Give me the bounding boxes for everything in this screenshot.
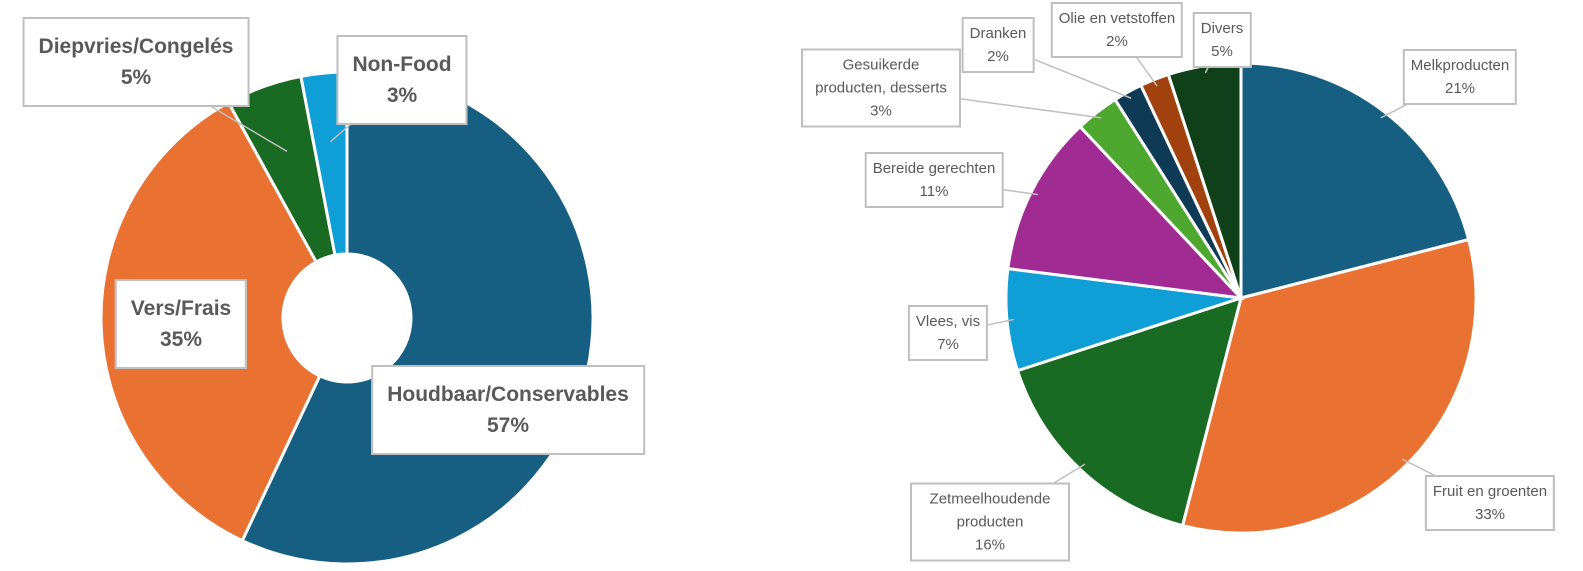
data-label: Non-Food 3% [336, 35, 468, 125]
label-value: 2% [1106, 33, 1128, 50]
data-label: Vers/Frais 35% [114, 279, 248, 369]
label-name: Divers [1200, 20, 1244, 37]
data-label: Divers 5% [1192, 12, 1252, 68]
data-label: Dranken 2% [961, 17, 1035, 73]
slice [1239, 61, 1471, 300]
data-label: Bereide gerechten 11% [864, 152, 1004, 208]
label-name: Olie en vetstoffen [1058, 10, 1176, 27]
label-value: 2% [987, 48, 1009, 65]
label-value: 11% [919, 183, 949, 200]
label-value: 35% [159, 328, 203, 351]
label-value: 16% [974, 536, 1006, 554]
slice [1015, 295, 1244, 528]
data-label: Zetmeelhoudende producten 16% [910, 482, 1070, 562]
label-value: 57% [486, 414, 530, 437]
data-label: Diepvries/Congelés 5% [22, 17, 250, 107]
label-name: Vers/Frais [130, 297, 232, 320]
data-label: Houdbaar/Conservables 57% [371, 365, 645, 455]
label-value: 5% [1211, 43, 1233, 60]
slice [1004, 266, 1242, 373]
label-value: 33% [1474, 506, 1506, 523]
label-name: Zetmeelhoudende producten [929, 490, 1051, 531]
data-label: Olie en vetstoffen 2% [1050, 2, 1184, 58]
label-value: 3% [386, 84, 418, 107]
slice [1006, 124, 1245, 301]
label-value: 5% [120, 66, 152, 89]
label-value: 3% [870, 102, 892, 120]
label-name: Houdbaar/Conservables [387, 383, 629, 406]
data-label: Gesuikerde producten, desserts 3% [801, 48, 961, 128]
label-name: Fruit en groenten [1432, 483, 1548, 500]
label-name: Bereide gerechten [872, 160, 996, 177]
label-name: Diepvries/Congelés [38, 35, 234, 58]
label-name: Vlees, vis [915, 313, 981, 330]
data-label: Fruit en groenten 33% [1424, 475, 1556, 531]
data-label: Melkproducten 21% [1402, 49, 1518, 105]
label-name: Melkproducten [1410, 57, 1510, 74]
slice [299, 70, 349, 257]
label-name: Dranken [969, 25, 1027, 42]
label-name: Non-Food [352, 53, 452, 76]
label-value: 7% [937, 336, 959, 353]
label-name: Gesuikerde producten, desserts [815, 56, 947, 97]
label-value: 21% [1444, 80, 1476, 97]
data-label: Vlees, vis 7% [907, 305, 989, 361]
